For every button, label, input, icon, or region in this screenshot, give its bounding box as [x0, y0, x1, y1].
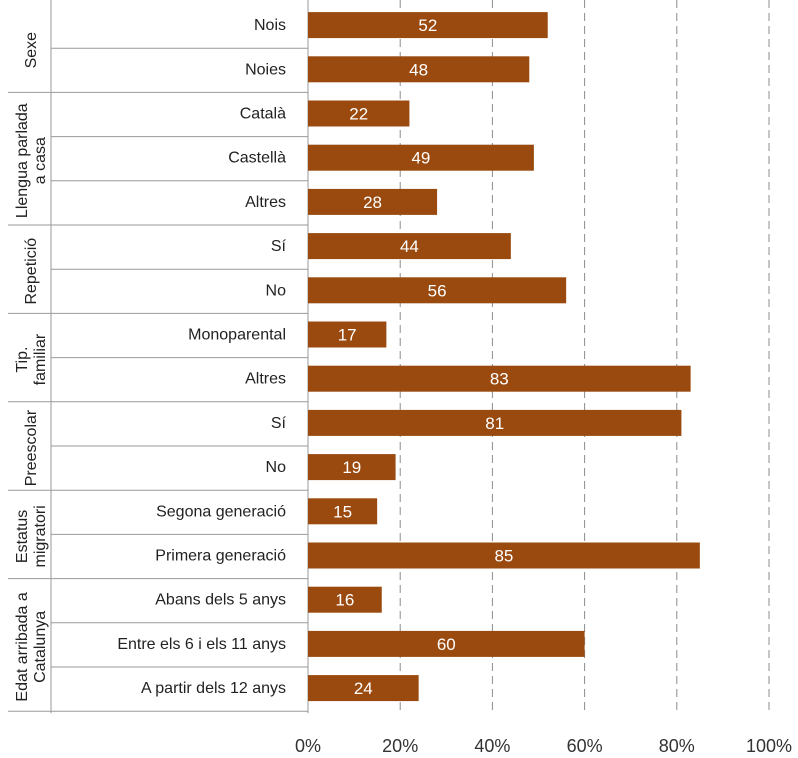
- category-label: Altres: [245, 194, 286, 211]
- bar: [308, 233, 511, 260]
- group-label: familiar: [32, 333, 49, 385]
- bars-layer: [308, 12, 700, 702]
- bar: [308, 12, 548, 39]
- bar-value-label: 81: [485, 414, 504, 433]
- group-label: migratori: [32, 505, 49, 567]
- bar: [308, 56, 530, 83]
- bar-value-label: 22: [349, 105, 368, 124]
- bar: [308, 321, 387, 348]
- group-label: Llengua parlada: [14, 103, 31, 218]
- bar: [308, 675, 419, 702]
- bar-value-label: 48: [409, 60, 428, 79]
- category-label: Primera generació: [155, 548, 286, 565]
- bar-value-label: 60: [437, 635, 456, 654]
- bar: [308, 498, 378, 525]
- bar: [308, 630, 585, 657]
- category-label: Abans dels 5 anys: [155, 592, 286, 609]
- group-label: Repetició: [23, 238, 40, 305]
- category-label: Sí: [271, 415, 287, 432]
- bar-value-label: 52: [418, 16, 437, 35]
- x-tick-label: 20%: [382, 736, 418, 756]
- bar-value-label: 56: [428, 281, 447, 300]
- category-label: A partir dels 12 anys: [141, 680, 286, 697]
- x-tick-label: 40%: [474, 736, 510, 756]
- bar: [308, 188, 438, 215]
- category-label: Sí: [271, 238, 287, 255]
- bar: [308, 100, 410, 127]
- bar: [308, 277, 567, 304]
- group-label: Preescolar: [23, 409, 40, 486]
- bar-value-label: 28: [363, 193, 382, 212]
- bar: [308, 542, 700, 569]
- group-label: Catalunya: [32, 611, 49, 683]
- bar-value-label: 49: [411, 149, 430, 168]
- group-label: a casa: [32, 137, 49, 184]
- bar-value-label: 15: [333, 502, 352, 521]
- category-label: Nois: [254, 17, 286, 34]
- category-label: No: [266, 459, 287, 476]
- bar: [308, 409, 682, 436]
- category-label: No: [266, 282, 287, 299]
- bar: [308, 365, 691, 392]
- bar-value-label: 44: [400, 237, 419, 256]
- category-label: Segona generació: [156, 503, 286, 520]
- bar-value-label: 85: [494, 547, 513, 566]
- group-label: Tip.: [14, 347, 31, 373]
- category-label: Noies: [245, 61, 286, 78]
- category-label: Castellà: [228, 150, 286, 167]
- bar: [308, 144, 534, 171]
- group-label: Estatus: [14, 510, 31, 563]
- x-tick-label: 60%: [567, 736, 603, 756]
- category-label: Altres: [245, 371, 286, 388]
- group-separators: [8, 0, 308, 714]
- category-label: Entre els 6 i els 11 anys: [117, 636, 286, 653]
- bar-value-label: 24: [354, 679, 373, 698]
- x-tick-label: 0%: [295, 736, 321, 756]
- bar: [308, 454, 396, 481]
- bar-value-label: 83: [490, 370, 509, 389]
- group-label: Sexe: [23, 32, 40, 69]
- bar: [308, 586, 382, 613]
- x-tick-label: 100%: [746, 736, 792, 756]
- bar-value-label: 16: [335, 591, 354, 610]
- labels-layer: 52 Nois 48 Noies Sexe 22 Català 49 Castellà 28 Alt…: [14, 16, 513, 702]
- x-tick-label: 80%: [659, 736, 695, 756]
- bar-value-label: 17: [338, 326, 357, 345]
- group-label: Edat arribada a: [14, 592, 31, 702]
- bar-value-label: 19: [342, 458, 361, 477]
- category-label: Monoparental: [188, 327, 286, 344]
- x-axis-ticks: 0% 20% 40% 60% 80% 100%: [295, 736, 792, 756]
- category-label: Català: [240, 106, 286, 123]
